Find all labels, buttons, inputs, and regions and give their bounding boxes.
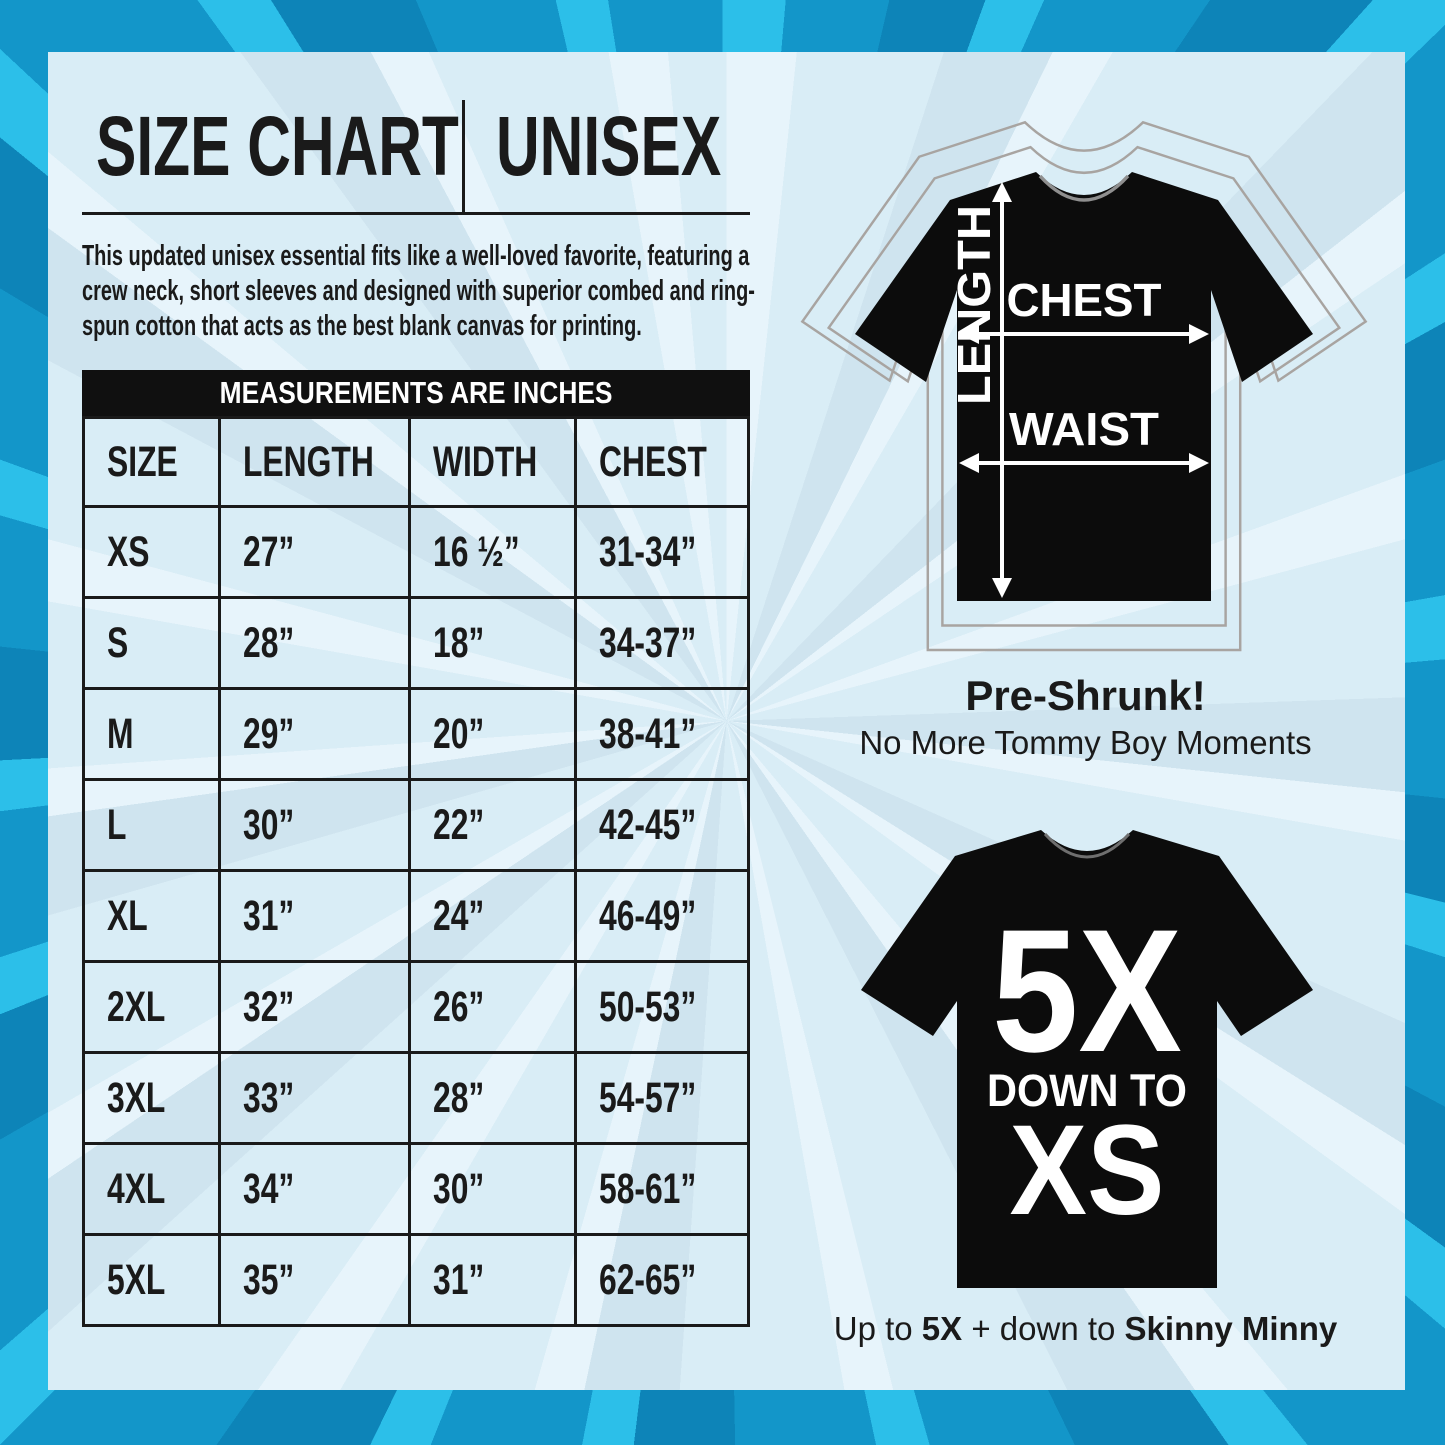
cell-length: 32” [218, 960, 411, 1054]
cell-size: 3XL [81, 1051, 222, 1145]
column-header-chest: CHEST [574, 416, 750, 508]
length-label: LENGTH [948, 205, 1000, 405]
cell-chest: 42-45” [574, 778, 750, 872]
tshirt-size-range-graphic: 5X DOWN TO XS [861, 830, 1313, 1289]
cell-chest: 38-41” [574, 687, 750, 781]
chest-label: CHEST [1006, 274, 1161, 326]
cell-chest: 34-37” [574, 596, 750, 690]
cell-width: 20” [407, 687, 578, 781]
range-bottom-label: XS [1010, 1099, 1165, 1242]
cell-width: 22” [407, 778, 578, 872]
cell-size: S [81, 596, 222, 690]
cell-chest: 50-53” [574, 960, 750, 1054]
waist-label: WAIST [1009, 403, 1159, 455]
collar-line [1038, 174, 1129, 202]
cell-length: 27” [218, 505, 411, 599]
cell-length: 28” [218, 596, 411, 690]
content-panel: SIZE CHART UNISEX This updated unisex es… [48, 52, 1405, 1390]
cell-chest: 46-49” [574, 869, 750, 963]
tee-outline-outer [800, 120, 1367, 652]
size-table: SIZE LENGTH WIDTH CHEST XS 27” 16 ½” 31-… [81, 416, 750, 1327]
size-table-body: XS 27” 16 ½” 31-34” S 28” 18” 34-37” M 2… [81, 505, 750, 1327]
measurements-banner-label: MEASUREMENTS ARE INCHES [219, 375, 613, 410]
cell-width: 26” [407, 960, 578, 1054]
table-row: 5XL 35” 31” 62-65” [81, 1233, 750, 1327]
cell-size: XL [81, 869, 222, 963]
cell-chest: 31-34” [574, 505, 750, 599]
cell-length: 35” [218, 1233, 411, 1327]
table-row: XL 31” 24” 46-49” [81, 869, 750, 963]
cell-width: 31” [407, 1233, 578, 1327]
cell-chest: 58-61” [574, 1142, 750, 1236]
table-row: 4XL 34” 30” 58-61” [81, 1142, 750, 1236]
tee-silhouette [854, 172, 1313, 601]
left-column: SIZE CHART UNISEX This updated unisex es… [81, 80, 755, 1390]
collar-line [1043, 833, 1131, 859]
title-rule [82, 212, 750, 215]
caption-bold-skinny: Skinny Minny [1124, 1310, 1338, 1348]
cell-size: 5XL [81, 1233, 222, 1327]
column-header-size: SIZE [81, 416, 222, 508]
table-row: 2XL 32” 26” 50-53” [81, 960, 750, 1054]
range-top-label: 5X [992, 894, 1182, 1089]
table-row: S 28” 18” 34-37” [81, 596, 750, 690]
cell-chest: 62-65” [574, 1233, 750, 1327]
caption-text: + down to [962, 1310, 1125, 1348]
page-subtitle: UNISEX [496, 99, 722, 193]
cell-width: 16 ½” [407, 505, 578, 599]
cell-length: 29” [218, 687, 411, 781]
cell-width: 30” [407, 1142, 578, 1236]
column-header-length: LENGTH [218, 416, 411, 508]
title-divider [462, 100, 465, 212]
cell-size: L [81, 778, 222, 872]
column-header-width: WIDTH [407, 416, 578, 508]
cell-length: 30” [218, 778, 411, 872]
table-row: XS 27” 16 ½” 31-34” [81, 505, 750, 599]
cell-width: 28” [407, 1051, 578, 1145]
size-range-caption: Up to 5X + down to Skinny Minny [834, 1310, 1337, 1348]
description-line: spun cotton that acts as the best blank … [82, 310, 642, 342]
page-title: SIZE CHART [96, 99, 459, 193]
cell-size: M [81, 687, 222, 781]
description-line: This updated unisex essential fits like … [82, 240, 750, 272]
description-line: crew neck, short sleeves and designed wi… [82, 275, 755, 307]
cell-size: XS [81, 505, 222, 599]
preshrunk-subtitle: No More Tommy Boy Moments [859, 724, 1312, 762]
cell-length: 31” [218, 869, 411, 963]
right-column: LENGTH CHEST WAIST Pre-Shrunk! No More T… [794, 80, 1377, 1390]
title-block: SIZE CHART UNISEX [82, 94, 750, 212]
cell-width: 18” [407, 596, 578, 690]
range-middle-label: DOWN TO [987, 1065, 1187, 1116]
tshirt-measurement-diagram: LENGTH CHEST WAIST [800, 120, 1367, 652]
table-row: L 30” 22” 42-45” [81, 778, 750, 872]
description: This updated unisex essential fits like … [82, 239, 755, 344]
cell-length: 34” [218, 1142, 411, 1236]
caption-bold-5x: 5X [921, 1310, 963, 1348]
cell-chest: 54-57” [574, 1051, 750, 1145]
caption-text: Up to [833, 1310, 922, 1348]
table-row: M 29” 20” 38-41” [81, 687, 750, 781]
measurements-banner: MEASUREMENTS ARE INCHES [82, 370, 750, 416]
table-header-row: SIZE LENGTH WIDTH CHEST [81, 416, 750, 508]
table-row: 3XL 33” 28” 54-57” [81, 1051, 750, 1145]
preshrunk-title: Pre-Shrunk! [965, 672, 1206, 719]
cell-length: 33” [218, 1051, 411, 1145]
cell-width: 24” [407, 869, 578, 963]
tee-silhouette [861, 830, 1313, 1289]
tee-outline-inner [826, 145, 1341, 627]
cell-size: 4XL [81, 1142, 222, 1236]
cell-size: 2XL [81, 960, 222, 1054]
